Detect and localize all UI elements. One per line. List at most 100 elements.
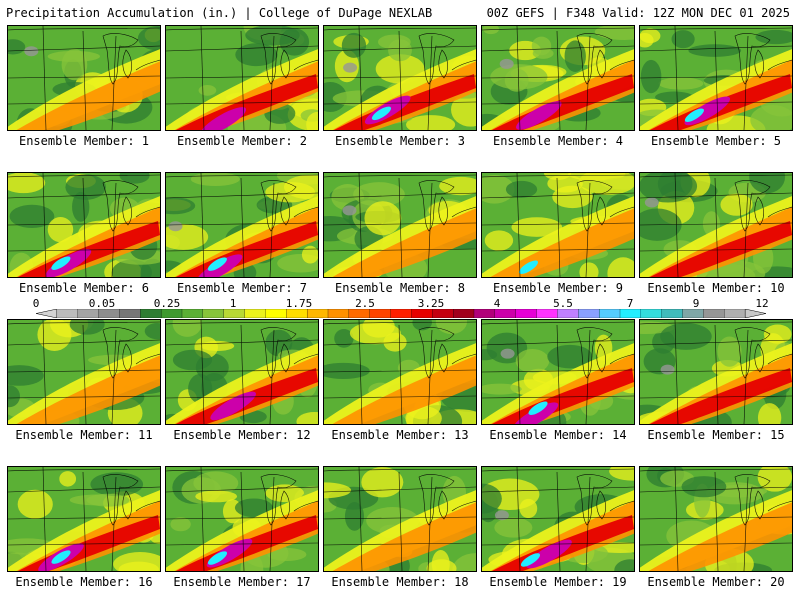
member-map-6 bbox=[7, 172, 161, 278]
precip-map-graphic bbox=[640, 173, 792, 277]
member-map-17 bbox=[165, 466, 319, 572]
colorbar-swatch bbox=[140, 309, 162, 318]
colorbar-tick-label: 1.75 bbox=[285, 297, 313, 310]
precip-map-graphic bbox=[8, 467, 160, 571]
precip-map-graphic bbox=[166, 26, 318, 130]
precip-map-graphic bbox=[640, 26, 792, 130]
member-map-9 bbox=[481, 172, 635, 278]
precip-map-graphic bbox=[482, 320, 634, 424]
run-valid-info: 00Z GEFS | F348 Valid: 12Z MON DEC 01 20… bbox=[486, 6, 790, 20]
member-map-8 bbox=[323, 172, 477, 278]
member-label: Ensemble Member: 15 bbox=[647, 428, 785, 442]
member-label: Ensemble Member: 7 bbox=[176, 281, 308, 295]
colorbar-swatch bbox=[306, 309, 329, 318]
member-map-3 bbox=[323, 25, 477, 131]
member-map-1 bbox=[7, 25, 161, 131]
precip-map-graphic bbox=[8, 173, 160, 277]
precip-map-graphic bbox=[324, 467, 476, 571]
member-map-11 bbox=[7, 319, 161, 425]
colorbar-swatch bbox=[160, 309, 183, 318]
colorbar-swatch bbox=[202, 309, 225, 318]
member-label: Ensemble Member: 2 bbox=[176, 134, 308, 148]
member-label: Ensemble Member: 11 bbox=[15, 428, 153, 442]
precip-map-graphic bbox=[324, 26, 476, 130]
colorbar-swatch bbox=[119, 309, 141, 318]
colorbar-swatch bbox=[473, 309, 496, 318]
colorbar-swatch bbox=[619, 309, 642, 318]
precip-map-graphic bbox=[166, 320, 318, 424]
colorbar-swatch bbox=[181, 309, 204, 318]
colorbar-swatch bbox=[494, 309, 517, 318]
colorbar-swatch bbox=[640, 309, 663, 318]
colorbar-swatch bbox=[452, 309, 475, 318]
precipitation-colorbar bbox=[36, 309, 766, 318]
colorbar-end-low bbox=[36, 309, 58, 318]
member-map-20 bbox=[639, 466, 793, 572]
colorbar-tick-label: 3.25 bbox=[417, 297, 445, 310]
member-label: Ensemble Member: 16 bbox=[15, 575, 153, 589]
colorbar-swatch bbox=[703, 309, 725, 318]
member-label: Ensemble Member: 4 bbox=[492, 134, 624, 148]
colorbar-tick-label: 7 bbox=[626, 297, 634, 310]
member-label: Ensemble Member: 10 bbox=[647, 281, 785, 295]
precip-map-graphic bbox=[324, 173, 476, 277]
colorbar-swatch bbox=[348, 309, 371, 318]
precip-map-graphic bbox=[482, 467, 634, 571]
member-label: Ensemble Member: 9 bbox=[492, 281, 624, 295]
precip-map-graphic bbox=[640, 467, 792, 571]
member-map-14 bbox=[481, 319, 635, 425]
colorbar-tick-label: 1 bbox=[229, 297, 237, 310]
member-map-18 bbox=[323, 466, 477, 572]
precip-map-graphic bbox=[482, 26, 634, 130]
member-map-5 bbox=[639, 25, 793, 131]
colorbar-tick-label: 0.25 bbox=[153, 297, 181, 310]
member-label: Ensemble Member: 3 bbox=[334, 134, 466, 148]
member-label: Ensemble Member: 1 bbox=[18, 134, 150, 148]
colorbar-swatch bbox=[682, 309, 704, 318]
member-map-7 bbox=[165, 172, 319, 278]
precip-map-graphic bbox=[482, 173, 634, 277]
colorbar-swatch bbox=[369, 309, 392, 318]
member-map-12 bbox=[165, 319, 319, 425]
member-map-4 bbox=[481, 25, 635, 131]
member-map-15 bbox=[639, 319, 793, 425]
member-label: Ensemble Member: 5 bbox=[650, 134, 782, 148]
colorbar-tick-label: 12 bbox=[755, 297, 769, 310]
member-label: Ensemble Member: 19 bbox=[489, 575, 627, 589]
colorbar-swatch bbox=[77, 309, 100, 318]
colorbar-swatch bbox=[223, 309, 246, 318]
colorbar-tick-label: 2.5 bbox=[355, 297, 375, 310]
colorbar-end-high bbox=[744, 309, 766, 318]
precip-map-graphic bbox=[8, 320, 160, 424]
colorbar-swatch bbox=[661, 309, 684, 318]
colorbar-swatch bbox=[557, 309, 579, 318]
precip-map-graphic bbox=[166, 173, 318, 277]
member-map-10 bbox=[639, 172, 793, 278]
member-map-2 bbox=[165, 25, 319, 131]
colorbar-tick-label: 5.5 bbox=[553, 297, 573, 310]
colorbar-swatch bbox=[286, 309, 308, 318]
colorbar-tick-label: 4 bbox=[493, 297, 501, 310]
member-map-13 bbox=[323, 319, 477, 425]
colorbar-swatch bbox=[265, 309, 287, 318]
map-title: Precipitation Accumulation (in.) | Colle… bbox=[6, 6, 433, 20]
colorbar-tick-label: 0.05 bbox=[88, 297, 116, 310]
colorbar-swatch bbox=[578, 309, 600, 318]
colorbar-swatch bbox=[432, 309, 454, 318]
colorbar-swatch bbox=[327, 309, 350, 318]
precip-map-graphic bbox=[640, 320, 792, 424]
colorbar-swatch bbox=[390, 309, 412, 318]
precip-map-graphic bbox=[8, 26, 160, 130]
member-label: Ensemble Member: 18 bbox=[331, 575, 469, 589]
colorbar-swatch bbox=[724, 309, 746, 318]
colorbar-tick-label: 0 bbox=[32, 297, 40, 310]
member-label: Ensemble Member: 17 bbox=[173, 575, 311, 589]
member-label: Ensemble Member: 13 bbox=[331, 428, 469, 442]
precip-map-graphic bbox=[166, 467, 318, 571]
member-label: Ensemble Member: 20 bbox=[647, 575, 785, 589]
colorbar-swatch bbox=[536, 309, 558, 318]
colorbar-swatch bbox=[244, 309, 266, 318]
colorbar-swatch bbox=[98, 309, 120, 318]
member-map-19 bbox=[481, 466, 635, 572]
member-label: Ensemble Member: 12 bbox=[173, 428, 311, 442]
